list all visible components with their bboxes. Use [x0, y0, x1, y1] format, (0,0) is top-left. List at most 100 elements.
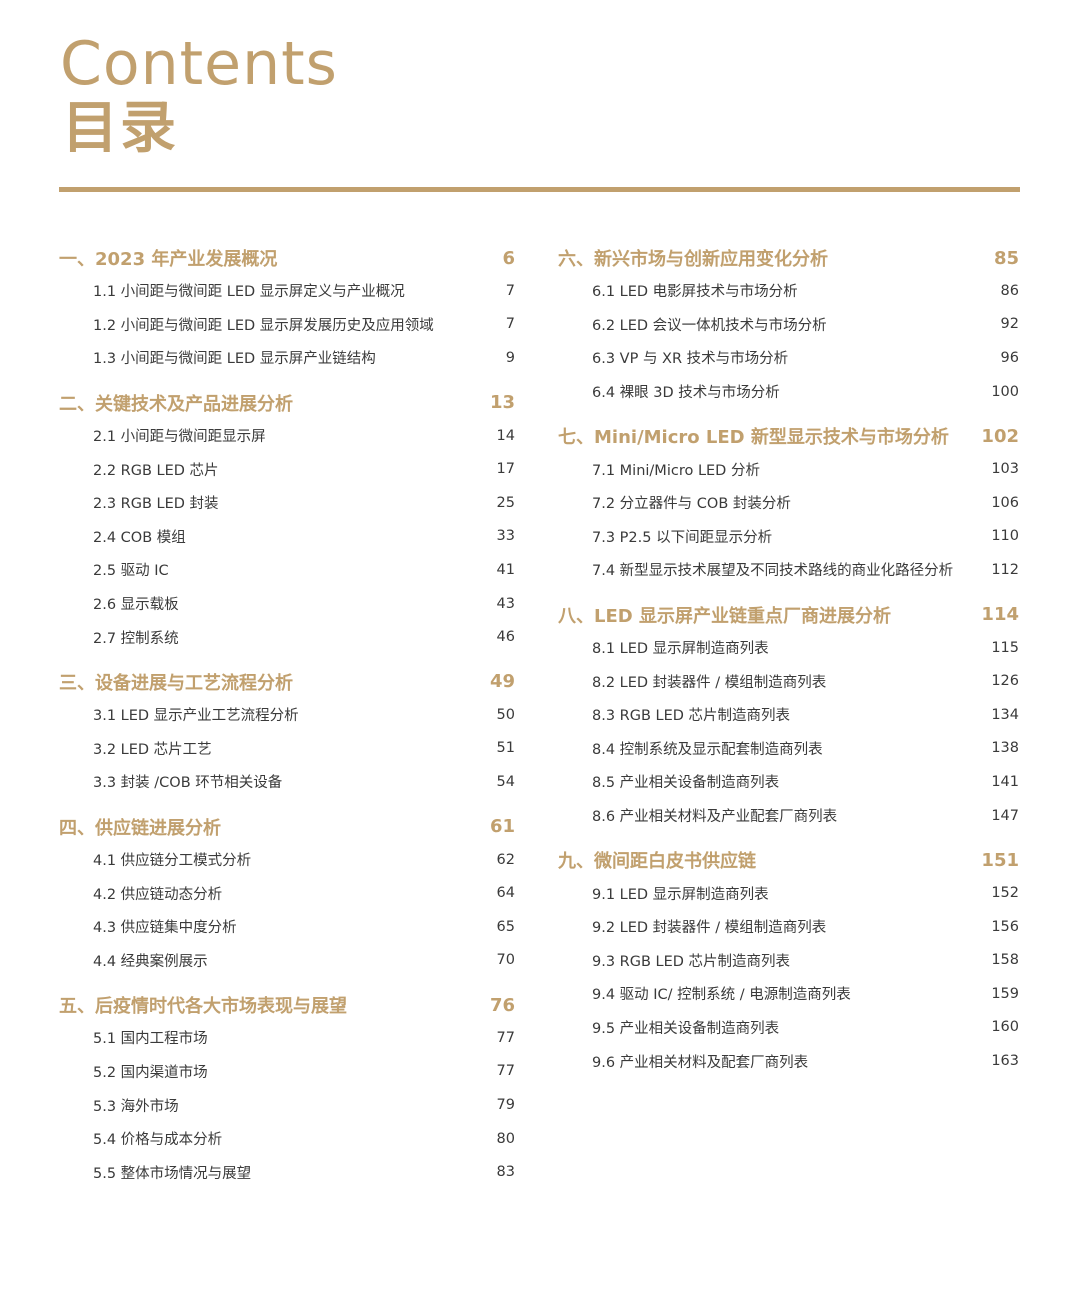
toc-entry[interactable]: 8.6 产业相关材料及产业配套厂商列表 147 [558, 799, 1019, 833]
toc-entry[interactable]: 1.3 小间距与微间距 LED 显示屏产业链结构 9 [59, 341, 515, 375]
toc-entry[interactable]: 5.3 海外市场 79 [59, 1088, 515, 1122]
chapter-page: 61 [489, 816, 515, 838]
entry-title: 7.3 P2.5 以下间距显示分析 [592, 529, 773, 546]
entry-title: 8.6 产业相关材料及产业配套厂商列表 [592, 809, 838, 826]
toc-entry[interactable]: 2.4 COB 模组 33 [59, 520, 515, 554]
toc-entry[interactable]: 4.1 供应链分工模式分析 62 [59, 843, 515, 877]
toc-entry[interactable]: 2.7 控制系统 46 [59, 620, 515, 654]
toc-entry[interactable]: 9.4 驱动 IC/ 控制系统 / 电源制造商列表 159 [558, 977, 1019, 1011]
toc-entry[interactable]: 2.3 RGB LED 封装 25 [59, 486, 515, 520]
entry-page: 17 [496, 461, 515, 478]
toc-entry[interactable]: 2.5 驱动 IC 41 [59, 553, 515, 587]
entry-page: 159 [991, 985, 1019, 1002]
toc-entry[interactable]: 4.4 经典案例展示 70 [59, 944, 515, 978]
entry-title: 5.4 价格与成本分析 [93, 1132, 223, 1149]
toc-entry[interactable]: 7.2 分立器件与 COB 封装分析 106 [558, 486, 1019, 520]
toc-chapter-entry[interactable]: 二、关键技术及产品进展分析 13 [59, 387, 515, 419]
chapter-title: 八、LED 显示屏产业链重点厂商进展分析 [558, 605, 891, 627]
toc-entry[interactable]: 1.2 小间距与微间距 LED 显示屏发展历史及应用领域 7 [59, 308, 515, 342]
entry-page: 51 [496, 740, 515, 757]
chapter-page: 13 [489, 392, 515, 414]
entry-page: 138 [991, 740, 1019, 757]
toc-entry[interactable]: 4.2 供应链动态分析 64 [59, 876, 515, 910]
chapter-page: 151 [981, 849, 1019, 871]
toc-entry[interactable]: 3.2 LED 芯片工艺 51 [59, 732, 515, 766]
entry-page: 158 [991, 952, 1019, 969]
toc-entry[interactable]: 5.1 国内工程市场 77 [59, 1021, 515, 1055]
entry-page: 112 [991, 561, 1019, 578]
entry-page: 96 [1000, 349, 1019, 366]
chapter-page: 49 [489, 671, 515, 693]
toc-chapter-entry[interactable]: 七、Mini/Micro LED 新型显示技术与市场分析 102 [558, 420, 1019, 452]
entry-title: 5.2 国内渠道市场 [93, 1064, 208, 1081]
toc-chapter-entry[interactable]: 三、设备进展与工艺流程分析 49 [59, 666, 515, 698]
entry-page: 79 [496, 1097, 515, 1114]
entry-title: 7.1 Mini/Micro LED 分析 [592, 462, 760, 479]
toc-entry[interactable]: 9.6 产业相关材料及配套厂商列表 163 [558, 1044, 1019, 1078]
toc-entry[interactable]: 2.2 RGB LED 芯片 17 [59, 452, 515, 486]
entry-title: 9.5 产业相关设备制造商列表 [592, 1020, 780, 1037]
entry-title: 7.4 新型显示技术展望及不同技术路线的商业化路径分析 [592, 563, 954, 580]
entry-page: 77 [496, 1029, 515, 1046]
toc-entry[interactable]: 5.4 价格与成本分析 80 [59, 1122, 515, 1156]
toc-entry[interactable]: 6.2 LED 会议一体机技术与市场分析 92 [558, 308, 1019, 342]
entry-page: 33 [496, 528, 515, 545]
toc-entry[interactable]: 5.5 整体市场情况与展望 83 [59, 1155, 515, 1189]
entry-page: 103 [991, 461, 1019, 478]
toc-entry[interactable]: 5.2 国内渠道市场 77 [59, 1055, 515, 1089]
entry-page: 65 [496, 918, 515, 935]
toc-entry[interactable]: 8.5 产业相关设备制造商列表 141 [558, 765, 1019, 799]
entry-page: 156 [991, 918, 1019, 935]
toc-entry[interactable]: 7.1 Mini/Micro LED 分析 103 [558, 452, 1019, 486]
entry-page: 7 [505, 282, 515, 299]
entry-title: 9.3 RGB LED 芯片制造商列表 [592, 953, 791, 970]
entry-title: 7.2 分立器件与 COB 封装分析 [592, 496, 791, 513]
toc-entry[interactable]: 7.4 新型显示技术展望及不同技术路线的商业化路径分析 112 [558, 553, 1019, 587]
toc-entry[interactable]: 6.4 裸眼 3D 技术与市场分析 100 [558, 375, 1019, 409]
toc-section: 八、LED 显示屏产业链重点厂商进展分析 114 8.1 LED 显示屏制造商列表 1… [558, 599, 1019, 833]
entry-title: 2.4 COB 模组 [93, 529, 186, 546]
entry-title: 2.2 RGB LED 芯片 [93, 462, 219, 479]
entry-page: 64 [496, 885, 515, 902]
toc-chapter-entry[interactable]: 五、后疫情时代各大市场表现与展望 76 [59, 989, 515, 1021]
toc-entry[interactable]: 1.1 小间距与微间距 LED 显示屏定义与产业概况 7 [59, 274, 515, 308]
toc-entry[interactable]: 8.2 LED 封装器件 / 模组制造商列表 126 [558, 664, 1019, 698]
toc-entry[interactable]: 8.1 LED 显示屏制造商列表 115 [558, 631, 1019, 665]
toc-entry[interactable]: 8.4 控制系统及显示配套制造商列表 138 [558, 732, 1019, 766]
entry-page: 62 [496, 851, 515, 868]
toc-entry[interactable]: 9.2 LED 封装器件 / 模组制造商列表 156 [558, 910, 1019, 944]
entry-page: 106 [991, 494, 1019, 511]
entry-title: 9.4 驱动 IC/ 控制系统 / 电源制造商列表 [592, 987, 851, 1004]
toc-chapter-entry[interactable]: 一、2023 年产业发展概况 6 [59, 242, 515, 274]
entry-title: 2.5 驱动 IC [93, 563, 169, 580]
toc-section: 一、2023 年产业发展概况 6 1.1 小间距与微间距 LED 显示屏定义与产业概… [59, 242, 515, 375]
entry-page: 141 [991, 773, 1019, 790]
toc-section: 九、微间距白皮书供应链 151 9.1 LED 显示屏制造商列表 152 9.2 LED… [558, 844, 1019, 1078]
toc-chapter-entry[interactable]: 四、供应链进展分析 61 [59, 811, 515, 843]
toc-entry[interactable]: 7.3 P2.5 以下间距显示分析 110 [558, 520, 1019, 554]
entry-title: 6.2 LED 会议一体机技术与市场分析 [592, 317, 827, 334]
entry-page: 152 [991, 885, 1019, 902]
toc-chapter-entry[interactable]: 六、新兴市场与创新应用变化分析 85 [558, 242, 1019, 274]
entry-title: 1.3 小间距与微间距 LED 显示屏产业链结构 [93, 351, 376, 368]
toc-entry[interactable]: 3.1 LED 显示产业工艺流程分析 50 [59, 698, 515, 732]
title-chinese: 目录 [62, 96, 178, 161]
toc-chapter-entry[interactable]: 八、LED 显示屏产业链重点厂商进展分析 114 [558, 599, 1019, 631]
toc-entry[interactable]: 9.5 产业相关设备制造商列表 160 [558, 1011, 1019, 1045]
toc-entry[interactable]: 9.3 RGB LED 芯片制造商列表 158 [558, 944, 1019, 978]
entry-title: 4.3 供应链集中度分析 [93, 920, 237, 937]
entry-page: 160 [991, 1019, 1019, 1036]
toc-entry[interactable]: 2.6 显示载板 43 [59, 587, 515, 621]
entry-title: 4.2 供应链动态分析 [93, 886, 223, 903]
toc-entry[interactable]: 9.1 LED 显示屏制造商列表 152 [558, 876, 1019, 910]
toc-entry[interactable]: 6.1 LED 电影屏技术与市场分析 86 [558, 274, 1019, 308]
chapter-title: 七、Mini/Micro LED 新型显示技术与市场分析 [558, 427, 949, 449]
toc-entry[interactable]: 2.1 小间距与微间距显示屏 14 [59, 419, 515, 453]
toc-entry[interactable]: 6.3 VP 与 XR 技术与市场分析 96 [558, 341, 1019, 375]
toc-entry[interactable]: 4.3 供应链集中度分析 65 [59, 910, 515, 944]
toc-chapter-entry[interactable]: 九、微间距白皮书供应链 151 [558, 844, 1019, 876]
toc-entry[interactable]: 8.3 RGB LED 芯片制造商列表 134 [558, 698, 1019, 732]
toc-entry[interactable]: 3.3 封装 /COB 环节相关设备 54 [59, 765, 515, 799]
entry-title: 2.6 显示载板 [93, 597, 179, 614]
